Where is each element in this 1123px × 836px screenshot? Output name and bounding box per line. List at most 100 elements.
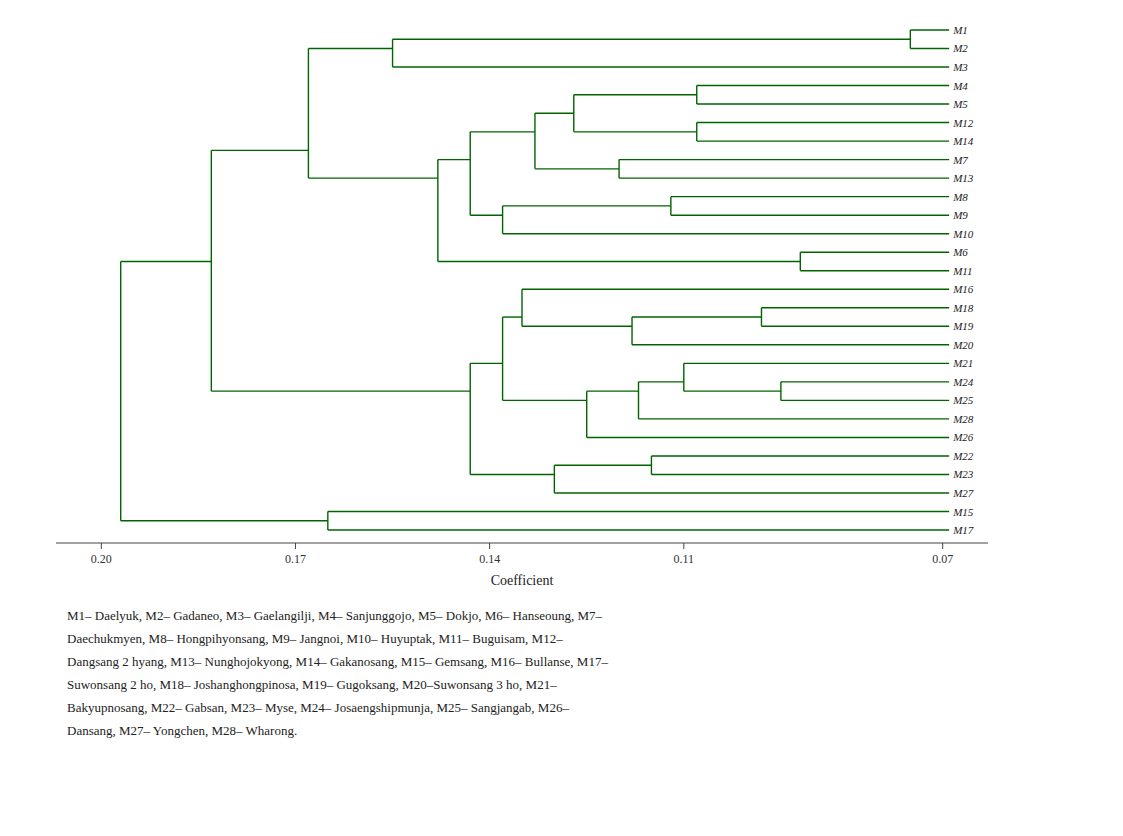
leaf-label: M3 [952, 61, 968, 73]
tick-label: 0.17 [285, 552, 306, 566]
branch-link [470, 131, 535, 132]
merge-link [631, 317, 632, 345]
branch-link [522, 326, 632, 327]
leaf-label: M6 [952, 246, 968, 258]
leaf-label: M19 [952, 320, 974, 332]
branch-link [121, 520, 328, 521]
tick-label: 0.11 [674, 552, 695, 566]
merge-link [437, 160, 438, 262]
branch-link [328, 529, 949, 530]
branch-link [671, 196, 949, 197]
branch-link [639, 381, 684, 382]
branch-link [587, 390, 639, 391]
x-axis: 0.200.170.140.110.07Coefficient [56, 543, 988, 588]
branch-link [308, 177, 437, 178]
branch-link [393, 39, 911, 40]
branch-link [470, 363, 502, 364]
branch-link [470, 474, 554, 475]
branch-link [639, 418, 950, 419]
branch-link [800, 270, 949, 271]
branch-link [684, 363, 949, 364]
merge-link [534, 113, 535, 169]
leaf-label: M26 [952, 431, 974, 443]
branch-link [535, 113, 574, 114]
caption: M1– Daelyuk, M2– Gadaneo, M3– Gaelangilj… [67, 608, 608, 738]
branch-link [308, 48, 392, 49]
merge-link [308, 48, 309, 178]
caption-line: Dansang, M27– Yongchen, M28– Wharong. [67, 723, 297, 738]
branch-link [574, 131, 697, 132]
merge-link [554, 465, 555, 493]
branch-link [632, 344, 949, 345]
merge-link [502, 206, 503, 234]
tick-mark [683, 543, 684, 549]
leaf-label: M2 [952, 42, 968, 54]
merge-link [211, 150, 212, 391]
merge-link [683, 363, 684, 391]
branch-link [211, 150, 308, 151]
leaf-label: M12 [952, 117, 974, 129]
leaf-label: M4 [952, 80, 968, 92]
branch-link [697, 140, 949, 141]
branch-link [910, 29, 949, 30]
leaf-label: M21 [952, 357, 973, 369]
caption-line: M1– Daelyuk, M2– Gadaneo, M3– Gaelangilj… [67, 608, 603, 623]
branch-link [503, 233, 950, 234]
branch-link [910, 48, 949, 49]
tick-mark [942, 543, 943, 549]
tick-label: 0.14 [479, 552, 500, 566]
branch-link [632, 316, 761, 317]
leaf-label: M28 [952, 413, 974, 425]
branch-link [438, 159, 470, 160]
caption-line: Suwonsang 2 ho, M18– Joshanghongpinosa, … [67, 677, 557, 692]
leaf-label: M24 [952, 376, 974, 388]
branch-link [503, 205, 671, 206]
caption-line: Dangsang 2 hyang, M13– Nunghojokyong, M1… [67, 654, 608, 669]
branch-link [121, 261, 212, 262]
leaf-label: M11 [952, 265, 972, 277]
branch-link [684, 390, 781, 391]
merge-link [470, 132, 471, 215]
merge-link [521, 289, 522, 326]
branch-link [781, 381, 949, 382]
dendrogram-links [121, 30, 949, 530]
branch-link [328, 511, 949, 512]
leaf-label: M10 [952, 228, 974, 240]
merge-link [470, 363, 471, 474]
tick-label: 0.20 [91, 552, 112, 566]
branch-link [697, 103, 949, 104]
branch-link [651, 455, 949, 456]
branch-link [761, 307, 949, 308]
branch-link [393, 66, 950, 67]
branch-link [800, 252, 949, 253]
branch-link [619, 177, 949, 178]
leaf-label: M22 [952, 450, 974, 462]
branch-link [211, 390, 470, 391]
branch-link [671, 214, 949, 215]
branch-link [503, 400, 587, 401]
leaf-label: M7 [952, 154, 968, 166]
branch-link [503, 316, 522, 317]
caption-line: Daechukmyen, M8– Hongpihyonsang, M9– Jan… [67, 631, 563, 646]
branch-link [781, 400, 949, 401]
branch-link [587, 437, 949, 438]
leaf-label: M15 [952, 506, 974, 518]
tick-label: 0.07 [932, 552, 953, 566]
branch-link [470, 214, 502, 215]
leaf-label: M13 [952, 172, 974, 184]
branch-link [651, 474, 949, 475]
branch-link [535, 168, 619, 169]
merge-link [638, 382, 639, 419]
branch-link [554, 465, 651, 466]
leaf-label: M5 [952, 98, 968, 110]
leaf-label: M1 [952, 24, 968, 36]
branch-link [522, 289, 949, 290]
chart: M1M2M3M4M5M12M14M7M13M8M9M10M6M11M16M18M… [0, 0, 1123, 836]
leaf-label: M8 [952, 191, 968, 203]
leaf-label: M16 [952, 283, 974, 295]
branch-link [554, 492, 949, 493]
tick-mark [489, 543, 490, 549]
branch-link [574, 94, 697, 95]
leaf-label: M23 [952, 468, 974, 480]
branch-link [761, 326, 949, 327]
